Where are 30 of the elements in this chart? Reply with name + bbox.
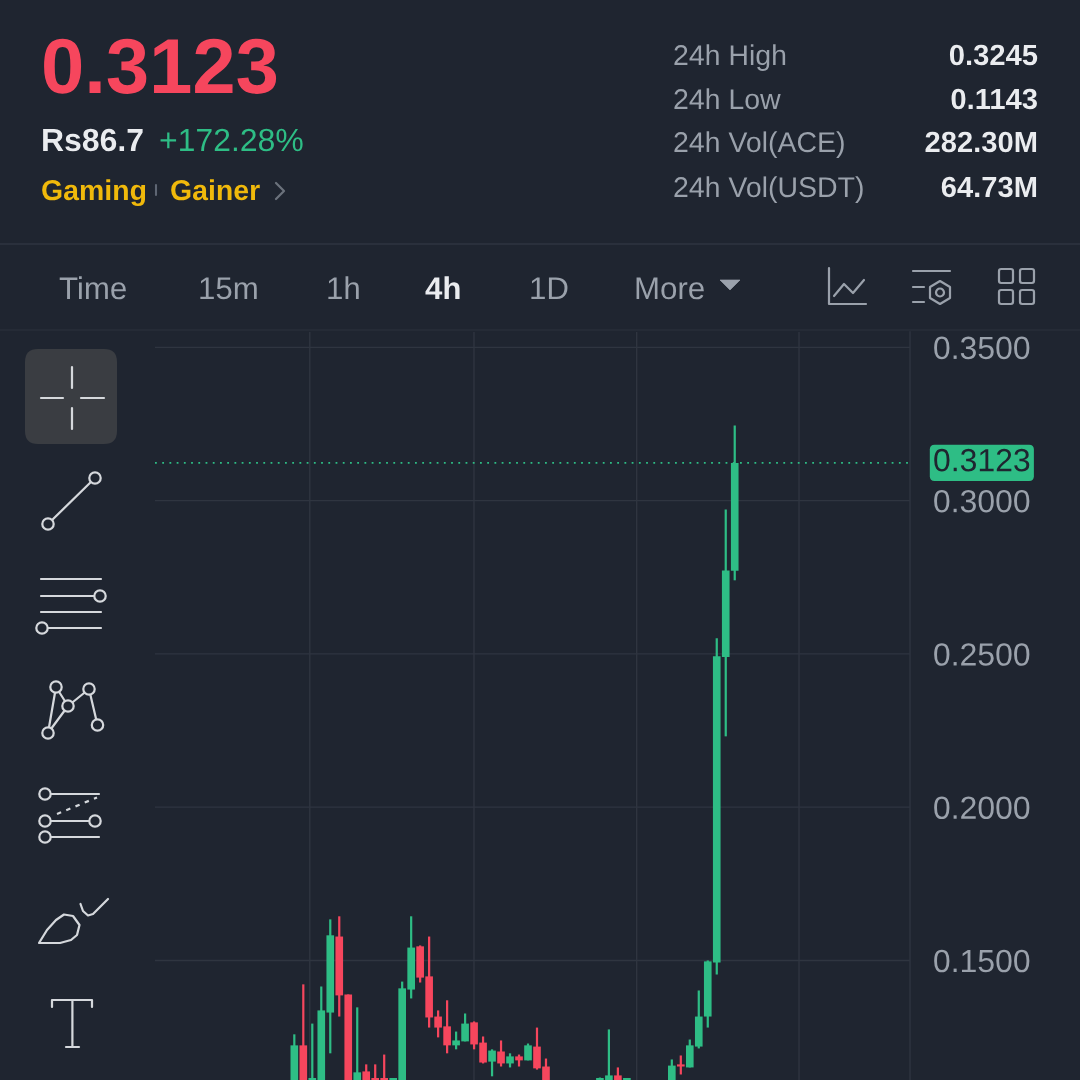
text: Time	[59, 276, 126, 300]
text: 1h	[328, 276, 359, 299]
text: 282.30M	[925, 131, 1037, 153]
text: 0.3245	[949, 44, 1038, 66]
text: 24h Low	[674, 88, 781, 110]
text: 24h Vol(ACE)	[674, 131, 844, 158]
text: 64.73M	[941, 176, 1037, 198]
text: 4h	[425, 276, 460, 299]
y-tick-label: 0.2000	[934, 796, 1030, 820]
text: More	[636, 277, 704, 300]
text: 15m	[200, 277, 257, 300]
ref-line-label: 0.3123	[934, 448, 1030, 472]
text: Gaming	[42, 179, 146, 207]
text: +172.28%	[160, 128, 303, 152]
candlestick	[497, 1039, 505, 1068]
chart-title: 0.3123	[44, 38, 277, 94]
candlestick	[488, 1048, 496, 1078]
text: 24h High	[674, 44, 786, 71]
text: 0.1143	[951, 88, 1037, 110]
candlestick	[668, 1058, 676, 1080]
y-tick-label: 0.1500	[934, 949, 1030, 973]
candlestick	[353, 1006, 362, 1080]
text: 24h Vol(USDT)	[674, 176, 863, 203]
text: 1D	[531, 277, 568, 299]
y-tick-label: 0.2500	[934, 643, 1030, 666]
text: Gainer	[171, 179, 260, 201]
text: Rs86.7	[43, 128, 143, 152]
candlestick	[676, 1054, 685, 1076]
y-tick-label: 0.3500	[934, 336, 1030, 360]
y-tick-label: 0.3000	[934, 489, 1030, 513]
